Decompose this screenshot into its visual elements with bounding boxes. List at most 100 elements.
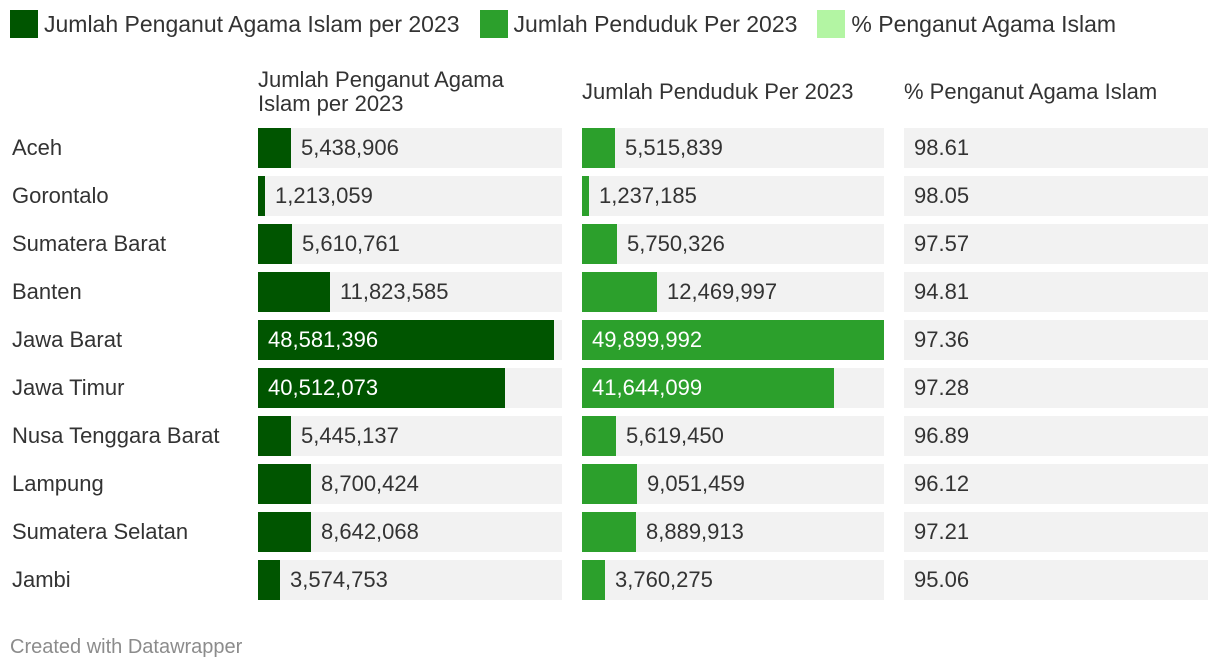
muslims-cell: 8,700,424 [258,464,562,504]
muslims-bar [258,464,311,504]
population-cell: 41,644,099 [582,368,884,408]
population-cell: 9,051,459 [582,464,884,504]
population-bar [582,320,884,360]
muslims-cell: 3,574,753 [258,560,562,600]
row-label: Jambi [12,567,71,592]
percent-cell: 97.28 [904,368,1208,408]
legend-label-muslims: Jumlah Penganut Agama Islam per 2023 [44,10,460,37]
row-label: Sumatera Barat [12,231,167,256]
muslims-cell: 5,610,761 [258,224,562,264]
column-header-percent: % Penganut Agama Islam [904,79,1158,104]
population-cell: 5,619,450 [582,416,884,456]
percent-cell: 98.61 [904,128,1208,168]
percent-value: 94.81 [914,279,970,304]
population-value: 9,051,459 [647,471,745,496]
percent-value: 96.89 [914,423,970,448]
muslims-value: 8,700,424 [321,471,419,496]
legend-item-percent: % Penganut Agama Islam [817,10,1116,38]
muslims-value: 5,445,137 [301,423,399,448]
muslims-bar [258,560,280,600]
legend-swatch-muslims [10,10,38,38]
legend-swatch-population [479,10,508,38]
population-value: 5,750,326 [627,231,725,256]
muslims-cell: 1,213,059 [258,176,562,216]
population-bar [582,512,636,552]
legend-item-muslims: Jumlah Penganut Agama Islam per 2023 [10,10,460,38]
muslims-value: 11,823,585 [340,279,449,304]
population-value: 1,237,185 [599,183,697,208]
population-cell: 8,889,913 [582,512,884,552]
muslims-bar [258,272,330,312]
population-cell: 12,469,997 [582,272,884,312]
legend-label-population: Jumlah Penduduk Per 2023 [513,10,798,37]
muslims-value: 8,642,068 [321,519,419,544]
population-value: 3,760,275 [615,567,713,592]
population-value: 8,889,913 [646,519,744,544]
muslims-bar [258,368,505,408]
row-label: Nusa Tenggara Barat [12,423,220,448]
percent-value: 97.21 [914,519,970,544]
legend-label-percent: % Penganut Agama Islam [851,10,1117,37]
population-cell: 1,237,185 [582,176,884,216]
percent-value: 97.28 [914,375,970,400]
column-header-population: Jumlah Penduduk Per 2023 [582,79,854,104]
percent-cell: 94.81 [904,272,1208,312]
population-value: 49,899,992 [592,327,703,352]
muslims-cell: 8,642,068 [258,512,562,552]
population-value: 5,619,450 [626,423,724,448]
muslims-value: 5,610,761 [302,231,400,256]
population-bar [582,176,589,216]
muslims-cell: 40,512,073 [258,368,562,408]
population-value: 5,515,839 [625,135,723,160]
legend-swatch-percent [817,10,846,38]
population-value: 12,469,997 [667,279,778,304]
muslims-value: 5,438,906 [301,135,399,160]
muslims-cell: 5,438,906 [258,128,562,168]
muslims-cell: 11,823,585 [258,272,562,312]
percent-value: 98.61 [914,135,970,160]
population-bar [582,560,605,600]
percent-value: 97.36 [914,327,970,352]
muslims-bar [258,512,311,552]
percent-cell: 97.21 [904,512,1208,552]
population-bar [582,464,637,504]
muslims-value: 40,512,073 [268,375,379,400]
percent-cell: 96.12 [904,464,1208,504]
population-bar [582,128,615,168]
row-label: Lampung [12,471,104,496]
percent-value: 95.06 [914,567,970,592]
population-bar [582,272,657,312]
column-header-muslims-line2: Islam per 2023 [258,91,404,116]
row-label: Aceh [12,135,63,160]
percent-cell: 98.05 [904,176,1208,216]
percent-cell: 96.89 [904,416,1208,456]
percent-cell: 95.06 [904,560,1208,600]
population-cell: 5,515,839 [582,128,884,168]
percent-cell: 97.36 [904,320,1208,360]
row-label: Sumatera Selatan [12,519,189,544]
muslims-cell: 48,581,396 [258,320,562,360]
muslims-bar [258,320,554,360]
muslims-bar [258,128,291,168]
population-cell: 5,750,326 [582,224,884,264]
population-cell: 49,899,992 [582,320,884,360]
row-label: Gorontalo [12,183,109,208]
population-cell: 3,760,275 [582,560,884,600]
column-header-muslims-line1: Jumlah Penganut Agama [258,67,504,92]
population-value: 41,644,099 [592,375,703,400]
muslims-value: 3,574,753 [290,567,388,592]
muslims-value: 48,581,396 [268,327,379,352]
percent-value: 97.57 [914,231,970,256]
percent-value: 96.12 [914,471,970,496]
legend: Jumlah Penganut Agama Islam per 2023 Jum… [10,8,1136,40]
percent-cell: 97.57 [904,224,1208,264]
muslims-bar [258,224,292,264]
population-bar [582,416,616,456]
row-label: Jawa Barat [12,327,123,352]
footer-credit: Created with Datawrapper [10,636,243,658]
percent-value: 98.05 [914,183,970,208]
population-bar [582,368,834,408]
column-header-muslims: Jumlah Penganut Agama Islam per 2023 [258,68,504,116]
muslims-cell: 5,445,137 [258,416,562,456]
population-bar [582,224,617,264]
